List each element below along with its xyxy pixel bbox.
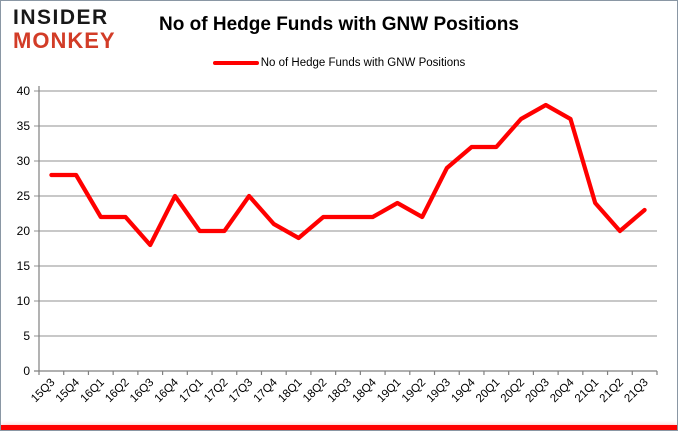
x-axis-tick-label: 20Q1: [474, 377, 502, 405]
y-axis-tick-label: 0: [23, 364, 30, 378]
x-axis-tick-label: 20Q2: [499, 377, 527, 405]
y-axis-tick-label: 5: [23, 329, 30, 343]
legend-line-swatch: [212, 61, 259, 65]
x-axis-tick-label: 16Q3: [128, 377, 156, 405]
y-axis-tick-label: 15: [17, 259, 31, 273]
x-axis-tick-label: 19Q3: [425, 377, 453, 405]
x-axis-tick-label: 19Q1: [375, 377, 403, 405]
x-axis-tick-label: 19Q2: [400, 377, 428, 405]
logo-text-monkey: MONKEY: [13, 28, 116, 53]
y-axis-tick-label: 20: [17, 224, 31, 238]
y-axis-tick-label: 25: [17, 189, 31, 203]
x-axis-tick-label: 19Q4: [449, 376, 478, 405]
x-axis-tick-label: 18Q3: [326, 377, 354, 405]
x-axis-tick-label: 18Q4: [350, 376, 379, 405]
y-axis-tick-label: 10: [17, 294, 31, 308]
x-axis-tick-label: 18Q1: [276, 377, 304, 405]
x-axis-tick-label: 21Q3: [622, 377, 650, 405]
red-bottom-border: [1, 425, 677, 430]
x-axis-tick-label: 20Q3: [523, 377, 551, 405]
x-axis-tick-label: 17Q1: [177, 377, 205, 405]
x-axis-tick-label: 16Q2: [103, 377, 131, 405]
chart-title: No of Hedge Funds with GNW Positions: [159, 14, 519, 35]
x-axis-tick-label: 15Q3: [29, 377, 57, 405]
chart-legend: No of Hedge Funds with GNW Positions: [1, 57, 677, 69]
y-axis-tick-label: 35: [17, 119, 31, 133]
x-axis-tick-label: 16Q4: [153, 376, 182, 405]
x-axis-tick-label: 18Q2: [301, 377, 329, 405]
logo-text-insider: INSIDER: [13, 6, 109, 29]
legend-label: No of Hedge Funds with GNW Positions: [260, 57, 466, 69]
x-axis-tick-label: 17Q2: [202, 377, 230, 405]
hedge-fund-count-line: [49, 102, 647, 248]
x-axis-tick-label: 17Q3: [227, 377, 255, 405]
x-axis-tick-label: 17Q4: [252, 376, 281, 405]
insider-monkey-logo: INSIDER MONKEY: [13, 7, 116, 52]
y-axis-tick-label: 40: [17, 84, 31, 98]
x-axis-tick-label: 21Q2: [598, 377, 626, 405]
y-axis-tick-label: 30: [17, 154, 31, 168]
x-axis-tick-label: 16Q1: [79, 377, 107, 405]
x-axis-tick-label: 21Q1: [573, 377, 601, 405]
x-axis-tick-label: 15Q4: [54, 376, 83, 405]
x-axis-tick-label: 20Q4: [548, 376, 577, 405]
